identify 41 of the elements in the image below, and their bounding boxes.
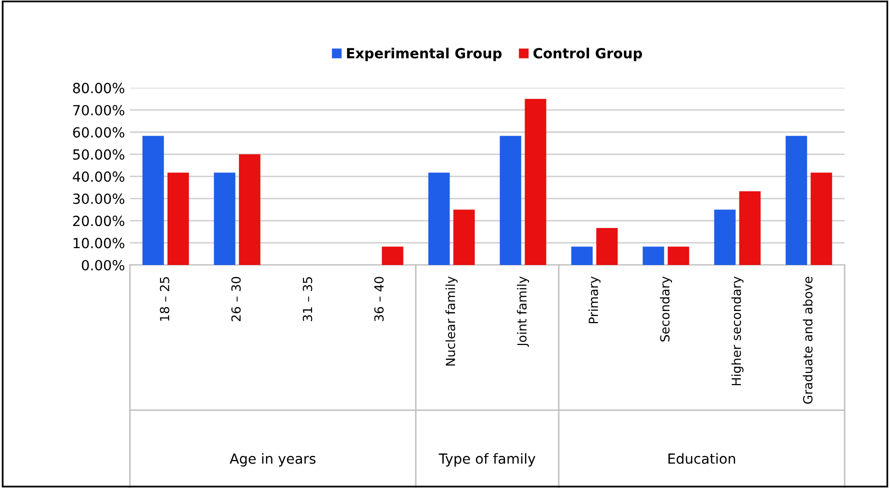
- x-tick-label: 18 – 25: [160, 277, 170, 321]
- legend-label: Control Group: [533, 48, 642, 62]
- bar: [668, 246, 690, 265]
- bar: [786, 136, 808, 265]
- y-tick-label: 30.00%: [73, 194, 124, 204]
- text: Education: [668, 453, 736, 464]
- bar: [524, 98, 546, 265]
- bar: [382, 246, 404, 265]
- bar: [714, 210, 736, 265]
- legend-label: Experimental Group: [347, 48, 502, 62]
- bar: [428, 172, 450, 265]
- y-tick-label: 70.00%: [73, 104, 124, 116]
- bar: [142, 136, 164, 265]
- bar: [596, 228, 618, 265]
- text: Age in years: [230, 453, 316, 467]
- bar: [167, 172, 189, 265]
- x-tick-label: Higher secondary: [731, 276, 744, 386]
- y-tick-label: 60.00%: [73, 127, 124, 138]
- y-tick-label: 20.00%: [73, 216, 124, 226]
- bar: [453, 210, 475, 265]
- x-tick-label: Nuclear family: [445, 276, 458, 366]
- x-tick-label: Joint family: [516, 276, 530, 347]
- x-tick-label: Secondary: [660, 276, 672, 342]
- y-tick-label: 80.00%: [73, 82, 124, 94]
- x-tick-label: 26 – 30: [231, 276, 241, 322]
- bar: [739, 191, 761, 265]
- text: Type of family: [438, 453, 536, 467]
- y-tick-label: 50.00%: [73, 149, 124, 160]
- y-tick-label: 40.00%: [72, 171, 124, 182]
- x-tick-label: Graduate and above: [802, 276, 813, 404]
- y-tick-label: 10.00%: [74, 238, 124, 248]
- bar: [810, 172, 832, 265]
- x-tick-label: 36 – 40: [374, 276, 384, 322]
- bar: [571, 246, 593, 265]
- y-tick-label: 0.00%: [82, 260, 124, 270]
- x-tick-label: 31 – 35: [302, 277, 312, 322]
- bar: [214, 172, 236, 265]
- bar: [500, 136, 522, 265]
- bar: [238, 154, 260, 265]
- x-tick-label: Primary: [588, 276, 601, 324]
- bar: [642, 246, 664, 265]
